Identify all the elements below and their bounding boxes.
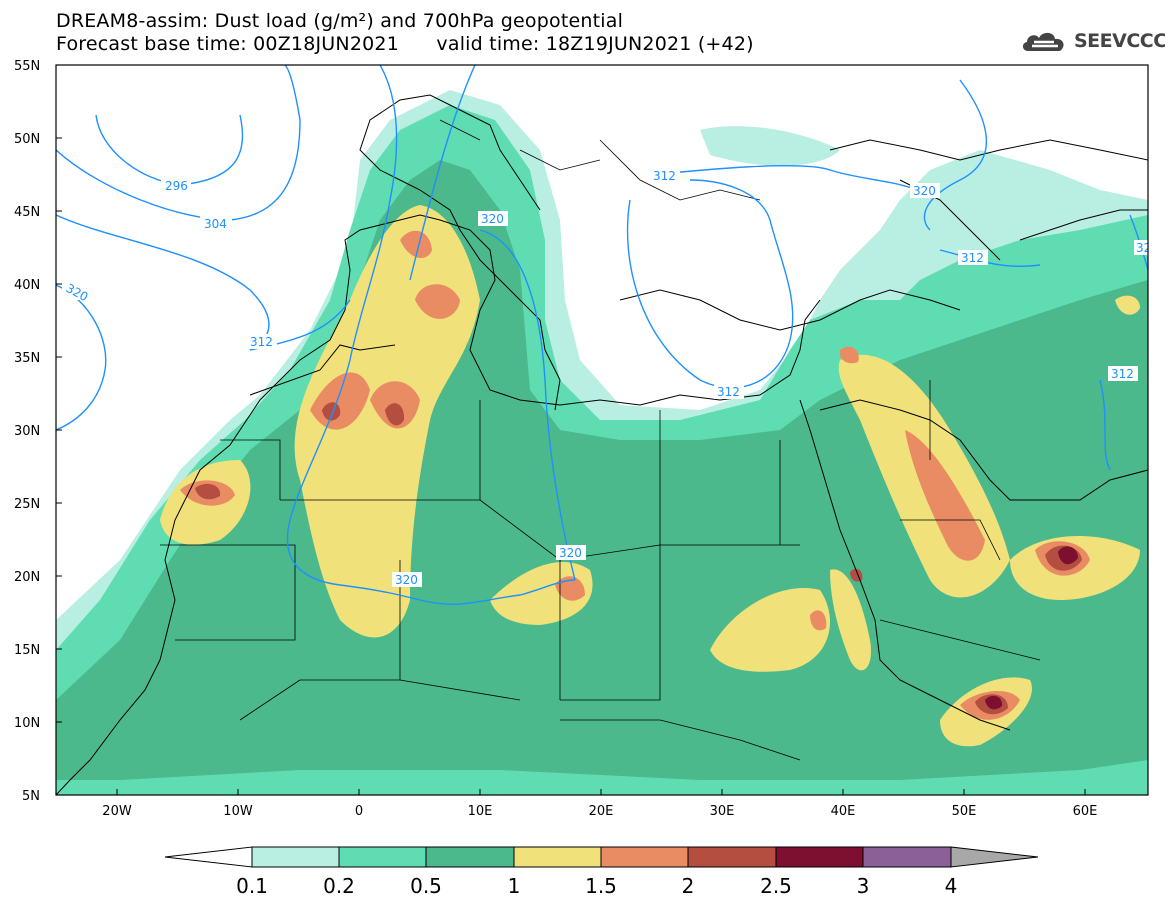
contour-label-304: 304 xyxy=(204,217,227,231)
lon-axis: 20W 10W 0 10E 20E 30E 40E 50E 60E xyxy=(102,789,1097,819)
colorbar-swatch-2.5 xyxy=(775,846,864,868)
lon-tick: 30E xyxy=(710,804,735,819)
lat-tick: 10N xyxy=(14,716,40,731)
colorbar-label: 2.5 xyxy=(760,874,792,898)
lon-tick: 10E xyxy=(468,804,493,819)
contour-label-312-egypt: 312 xyxy=(717,385,740,399)
dust-layer-2.5 xyxy=(985,546,1078,710)
contour-label-320-mali: 320 xyxy=(395,573,418,587)
colorbar-swatch-1 xyxy=(513,846,602,868)
lat-tick: 35N xyxy=(14,351,40,366)
forecast-time-line: Forecast base time: 00Z18JUN2021 valid t… xyxy=(56,33,754,55)
lat-tick: 55N xyxy=(14,59,40,74)
contour-label-320-iran: 312 xyxy=(961,251,984,265)
contour-label-312-balkans: 312 xyxy=(653,169,676,183)
lon-tick: 20W xyxy=(102,804,132,819)
logo-text: SEEVCCC xyxy=(1074,30,1165,52)
colorbar-label: 0.1 xyxy=(236,874,268,898)
coastlines xyxy=(56,94,1148,795)
contour-labels: 296 304 320 312 312 320 320 320 320 312 … xyxy=(62,168,1159,587)
lon-tick: 0 xyxy=(355,804,363,819)
colorbar-label: 0.5 xyxy=(410,874,442,898)
colorbar-label: 0.2 xyxy=(323,874,355,898)
colorbar-high-arrow xyxy=(950,846,1039,868)
colorbar-label: 1 xyxy=(508,874,521,898)
lat-tick: 20N xyxy=(14,570,40,585)
colorbar-swatch-0.2 xyxy=(338,846,427,868)
colorbar-label: 2 xyxy=(682,874,695,898)
lon-tick: 50E xyxy=(952,804,977,819)
lat-tick: 15N xyxy=(14,643,40,658)
lon-tick: 10W xyxy=(223,804,253,819)
colorbar-swatch-2 xyxy=(687,846,777,868)
cloud-icon xyxy=(1022,32,1064,51)
lat-tick: 50N xyxy=(14,132,40,147)
lon-tick: 60E xyxy=(1073,804,1098,819)
lat-tick: 25N xyxy=(14,497,40,512)
contour-label-320-chad: 320 xyxy=(559,546,582,560)
lat-tick: 30N xyxy=(14,424,40,439)
colorbar-swatch-3 xyxy=(862,846,952,868)
lon-tick: 20E xyxy=(589,804,614,819)
colorbar-swatch-0.5 xyxy=(425,846,515,868)
contour-label-296: 296 xyxy=(165,179,188,193)
country-borders xyxy=(160,119,1041,761)
contour-label-312-east: 312 xyxy=(1111,367,1134,381)
lat-tick: 45N xyxy=(14,205,40,220)
dust-layer-1.5 xyxy=(180,230,1090,720)
colorbar-label: 3 xyxy=(857,874,870,898)
lon-tick: 40E xyxy=(831,804,856,819)
lat-tick: 40N xyxy=(14,278,40,293)
colorbar-swatch-0.1 xyxy=(251,846,340,868)
colorbar: 0.1 0.2 0.5 1 1.5 2 2.5 3 4 xyxy=(164,846,1039,898)
colorbar-label: 1.5 xyxy=(585,874,617,898)
contour-label-320-caspian: 320 xyxy=(913,184,936,198)
colorbar-swatch-1.5 xyxy=(600,846,689,868)
map-title: DREAM8-assim: Dust load (g/m²) and 700hP… xyxy=(56,10,624,32)
contour-label-320-edge: 320 xyxy=(1136,241,1159,255)
lat-tick: 5N xyxy=(22,789,40,804)
map-area: 296 304 320 312 312 320 320 320 320 312 … xyxy=(56,65,1159,795)
lat-axis: 55N 50N 45N 40N 35N 30N 25N 20N 15N 10N … xyxy=(14,59,62,804)
colorbar-label: 4 xyxy=(945,874,958,898)
seevccc-logo: SEEVCCC xyxy=(1020,27,1165,55)
contour-label-312-west: 312 xyxy=(250,335,273,349)
dust-layer-0.5 xyxy=(56,160,1148,780)
colorbar-low-arrow xyxy=(164,846,253,868)
contour-label-320-italy: 320 xyxy=(481,212,504,226)
